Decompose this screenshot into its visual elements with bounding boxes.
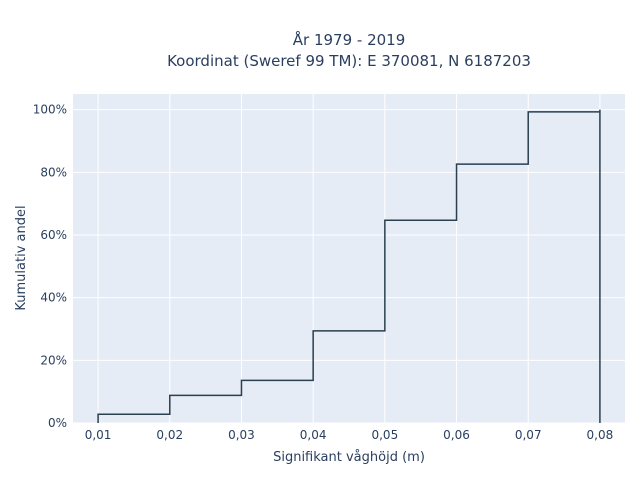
y-tick-label-2: 40%	[40, 291, 67, 305]
y-axis-title: Kumulativ andel	[14, 205, 29, 310]
series-path	[97, 109, 601, 423]
y-tick-label-0: 0%	[48, 416, 67, 430]
series-step-line	[97, 109, 601, 423]
chart-title-line-1: År 1979 - 2019	[293, 30, 406, 49]
gridlines	[73, 94, 625, 424]
plot-area	[73, 94, 625, 423]
y-tick-label-4: 80%	[40, 165, 67, 179]
y-axis-ticks: 0% 20% 40% 60% 80% 100%	[33, 103, 67, 430]
x-tick-label-4: 0,05	[371, 428, 398, 442]
x-tick-label-5: 0,06	[443, 428, 470, 442]
x-axis-title: Signifikant våghöjd (m)	[273, 450, 425, 465]
x-axis-ticks: 0,01 0,02 0,03 0,04 0,05 0,06 0,07 0,08	[85, 428, 614, 442]
x-tick-label-2: 0,03	[228, 428, 255, 442]
x-tick-label-1: 0,02	[156, 428, 183, 442]
y-tick-label-3: 60%	[40, 228, 67, 242]
y-tick-label-1: 20%	[40, 353, 67, 367]
y-tick-label-5: 100%	[33, 103, 67, 117]
chart-title-line-2: Koordinat (Sweref 99 TM): E 370081, N 61…	[167, 52, 531, 70]
x-tick-label-7: 0,08	[587, 428, 614, 442]
x-tick-label-6: 0,07	[515, 428, 542, 442]
x-tick-label-3: 0,04	[300, 428, 327, 442]
x-tick-label-0: 0,01	[85, 428, 112, 442]
